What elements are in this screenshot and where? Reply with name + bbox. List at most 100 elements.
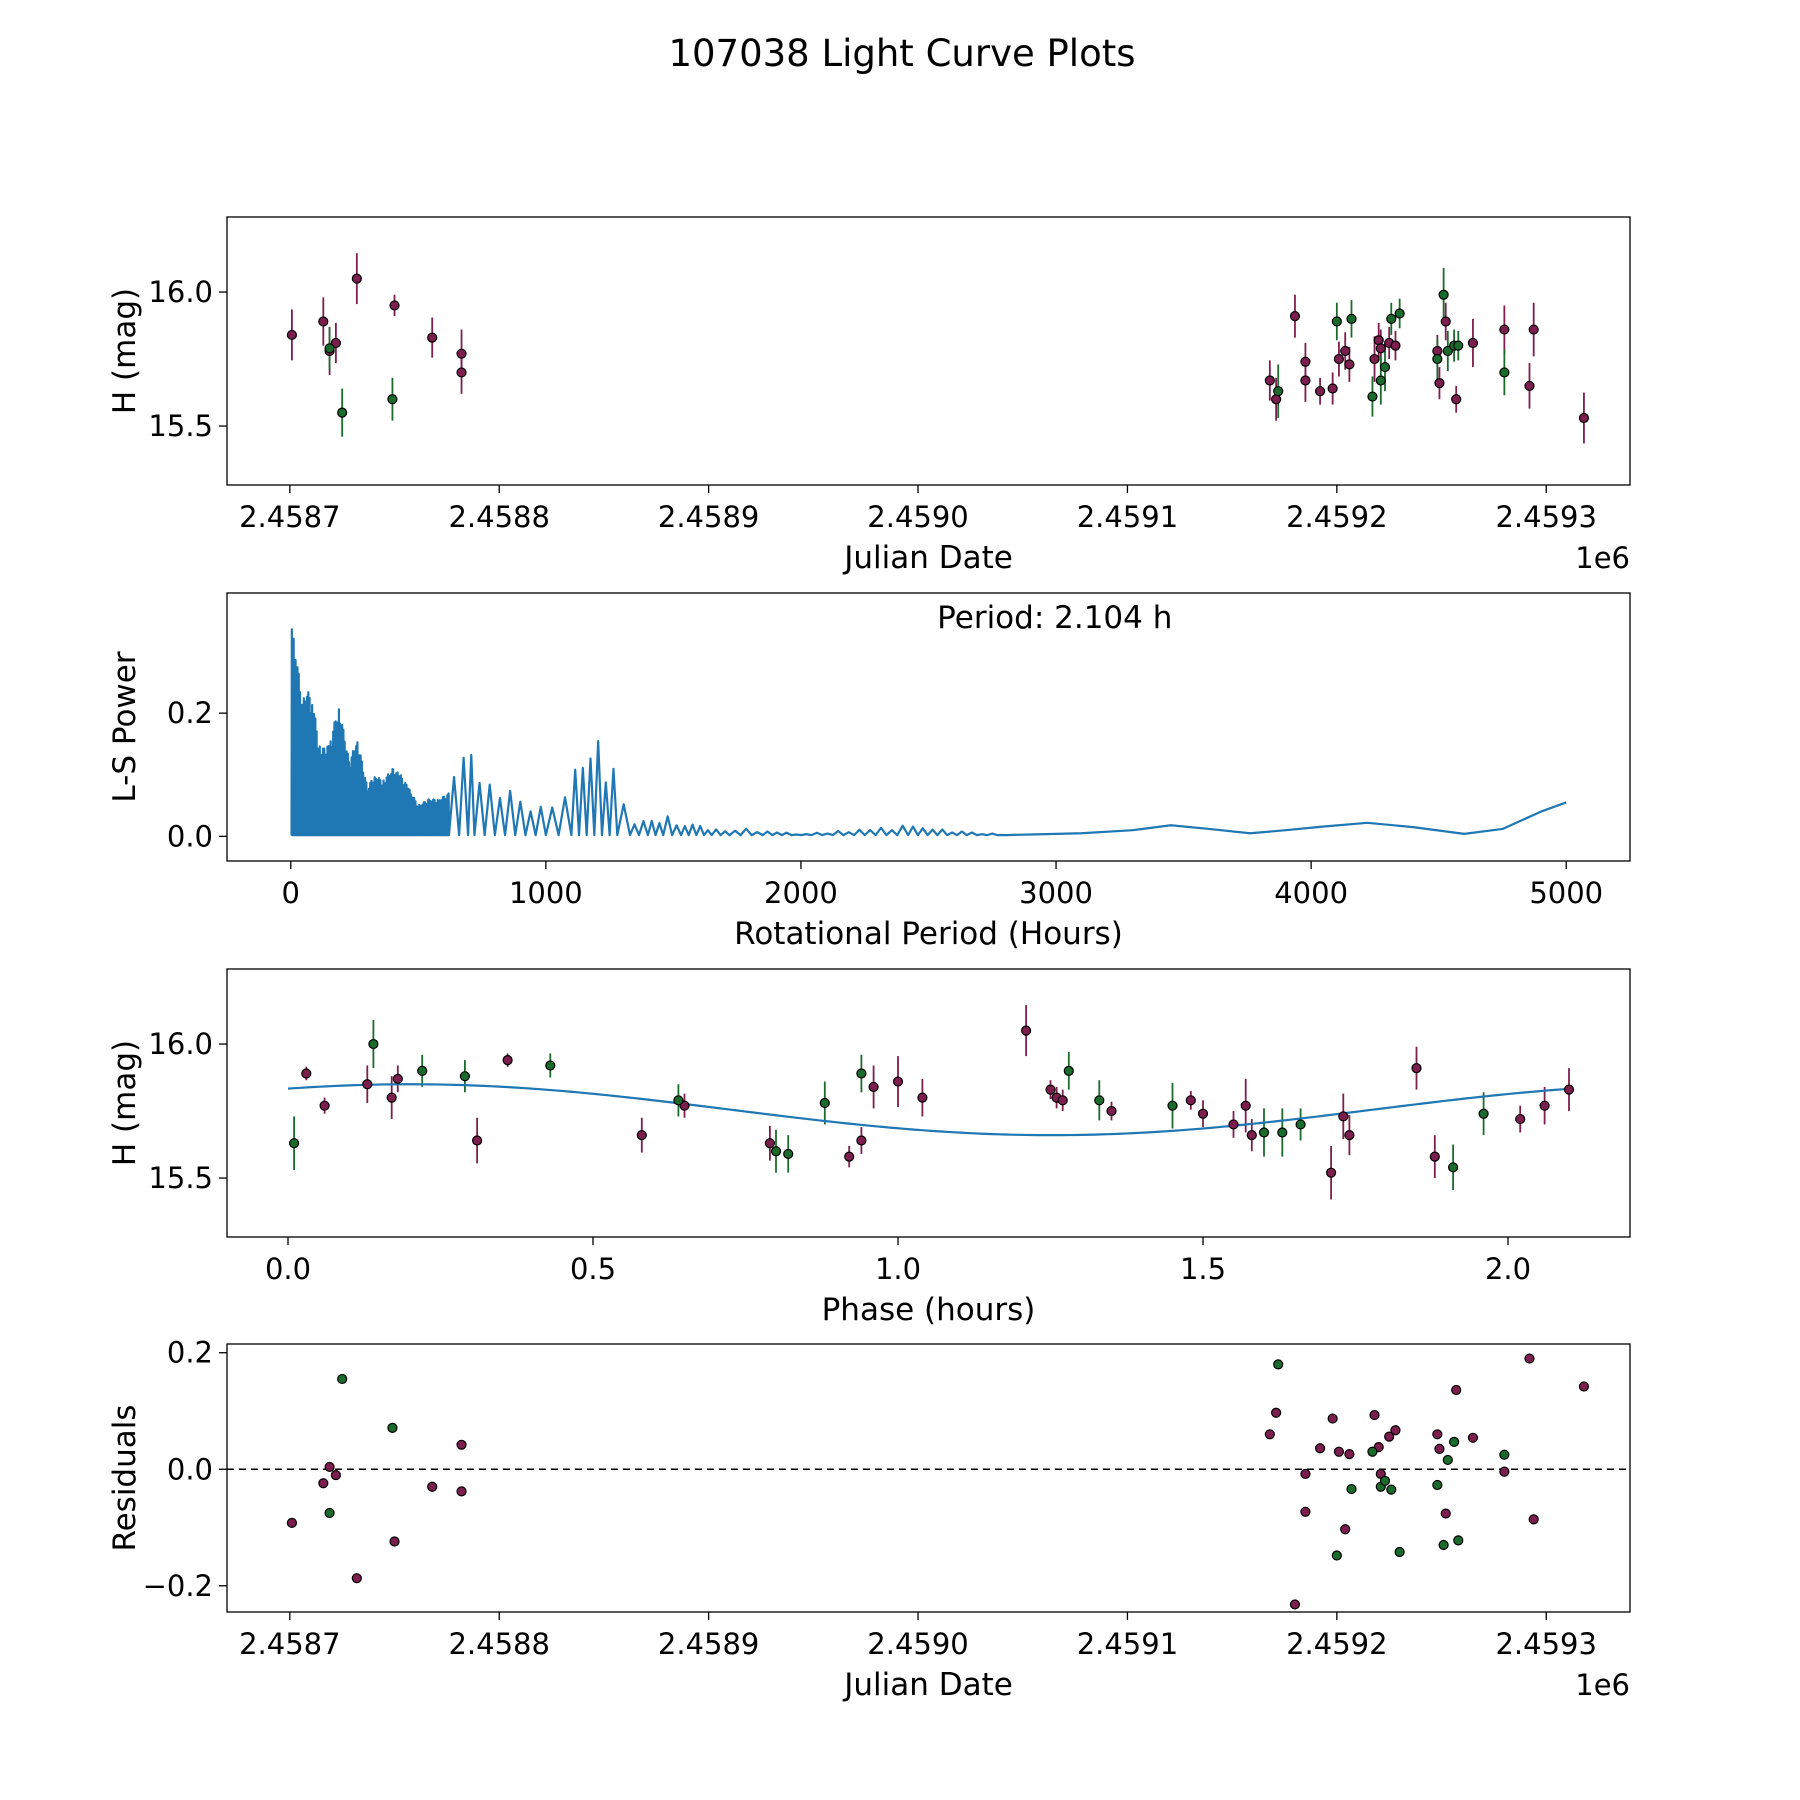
- data-point-cool: [319, 1100, 330, 1111]
- data-point-cool: [1411, 1063, 1422, 1074]
- x-tick-label: 2.0: [1485, 1252, 1531, 1286]
- residual-point-cool: [1327, 1413, 1338, 1424]
- data-point-warm: [1295, 1119, 1306, 1130]
- data-point-cool: [1528, 324, 1539, 335]
- residual-point-cool: [1578, 1381, 1590, 1392]
- data-point-warm: [1432, 353, 1443, 365]
- x-tick-label: 2000: [764, 876, 838, 910]
- data-point-cool: [1325, 1167, 1337, 1178]
- data-point-cool: [386, 1092, 397, 1103]
- y-axis-label: H (mag): [107, 1040, 143, 1166]
- y-tick-label: 16.0: [148, 275, 213, 309]
- data-point-warm: [1273, 386, 1284, 397]
- residual-point-warm: [1453, 1535, 1464, 1546]
- data-point-cool: [1020, 1025, 1032, 1036]
- data-point-cool: [1434, 378, 1445, 389]
- residual-point-cool: [1499, 1466, 1510, 1477]
- data-point-warm: [1063, 1065, 1074, 1076]
- y-tick-label: 0.0: [167, 1452, 213, 1486]
- residuals-panel: 2.4587 2.4588 2.4589 2.4590 2.4591 2.4592 2.45…: [107, 1336, 1631, 1703]
- data-point-warm: [417, 1065, 428, 1076]
- residual-point-warm: [387, 1422, 398, 1433]
- residual-point-cool: [427, 1481, 438, 1492]
- data-point-warm: [819, 1097, 830, 1109]
- data-point-cool: [892, 1076, 904, 1087]
- data-point-cool: [1467, 337, 1479, 349]
- data-point-cool: [472, 1135, 483, 1146]
- residual-point-cool: [1289, 1599, 1301, 1610]
- x-tick-label: 2.4592: [1286, 1627, 1387, 1661]
- data-point-cool: [1264, 375, 1275, 386]
- residual-point-cool: [1264, 1429, 1275, 1440]
- period-annotation: Period: 2.104 h: [937, 600, 1172, 636]
- residual-point-cool: [1300, 1506, 1311, 1517]
- data-point-cool: [636, 1130, 647, 1141]
- data-point-warm: [1447, 1162, 1459, 1173]
- data-point-cool: [427, 332, 438, 343]
- residual-point-cool: [1369, 1409, 1380, 1421]
- residual-point-cool: [1344, 1449, 1355, 1460]
- data-point-cool: [1563, 1084, 1575, 1095]
- residual-point-cool: [1340, 1524, 1351, 1535]
- residual-point-warm: [324, 1507, 335, 1519]
- data-point-cool: [1375, 343, 1386, 354]
- x-tick-label: 2.4588: [448, 500, 549, 534]
- residual-point-cool: [456, 1486, 467, 1497]
- x-axis-label: Julian Date: [842, 540, 1013, 576]
- data-point-cool: [1240, 1100, 1251, 1111]
- residual-point-warm: [1394, 1546, 1405, 1558]
- data-point-cool: [1578, 412, 1590, 424]
- model-fit-curve: [287, 1083, 1570, 1137]
- data-point-cool: [1228, 1119, 1239, 1130]
- data-point-cool: [1539, 1100, 1550, 1111]
- residual-point-warm: [1367, 1446, 1378, 1457]
- data-point-warm: [783, 1148, 794, 1160]
- data-point-warm: [337, 407, 348, 418]
- x-tick-label: 2.4587: [239, 500, 340, 534]
- x-tick-label: 0.5: [570, 1252, 616, 1286]
- y-axis-label: Residuals: [107, 1404, 143, 1551]
- data-point-warm: [1331, 316, 1342, 327]
- axes-frame: [226, 1343, 1631, 1613]
- x-tick-label: 2.4588: [448, 1627, 549, 1661]
- y-axis-label: L-S Power: [107, 651, 143, 802]
- data-point-cool: [392, 1073, 403, 1084]
- data-point-cool: [1057, 1095, 1068, 1106]
- data-point-warm: [1375, 375, 1386, 386]
- x-tick-label: 5000: [1529, 876, 1603, 910]
- residual-point-cool: [1314, 1443, 1326, 1454]
- data-point-cool: [1045, 1084, 1056, 1095]
- x-tick-label: 4000: [1274, 876, 1348, 910]
- data-point-cool: [1327, 383, 1338, 394]
- data-point-cool: [1185, 1095, 1196, 1106]
- residual-point-cool: [1467, 1432, 1479, 1443]
- x-tick-label: 0: [282, 876, 300, 910]
- data-point-cool: [351, 273, 362, 284]
- residual-point-warm: [1331, 1550, 1342, 1561]
- data-point-cool: [844, 1151, 855, 1162]
- data-point-warm: [368, 1038, 379, 1050]
- x-tick-label: 2.4591: [1077, 1627, 1178, 1661]
- residual-point-warm: [1449, 1436, 1460, 1447]
- data-point-warm: [1499, 367, 1510, 378]
- axes-frame: [226, 968, 1631, 1238]
- data-point-cool: [1289, 311, 1301, 322]
- residual-point-cool: [456, 1439, 467, 1450]
- x-tick-label: 2.4592: [1286, 500, 1387, 534]
- residual-point-warm: [1499, 1449, 1510, 1460]
- residual-point-cool: [351, 1573, 362, 1584]
- data-point-warm: [1094, 1095, 1105, 1106]
- x-offset-text: 1e6: [1575, 541, 1630, 575]
- periodogram-line: [290, 628, 1567, 837]
- data-point-cool: [1440, 316, 1451, 327]
- y-tick-label: −0.2: [143, 1569, 213, 1603]
- x-axis-label: Rotational Period (Hours): [734, 916, 1123, 952]
- x-tick-label: 1000: [509, 876, 583, 910]
- periodogram-panel: 0 1000 2000 3000 4000 5000 0.0 0.2 Rotational Pe…: [107, 592, 1631, 952]
- residual-point-cool: [318, 1478, 329, 1489]
- data-point-warm: [1346, 313, 1357, 324]
- data-point-cool: [764, 1138, 776, 1149]
- data-point-cool: [868, 1081, 879, 1093]
- data-point-cool: [318, 316, 329, 327]
